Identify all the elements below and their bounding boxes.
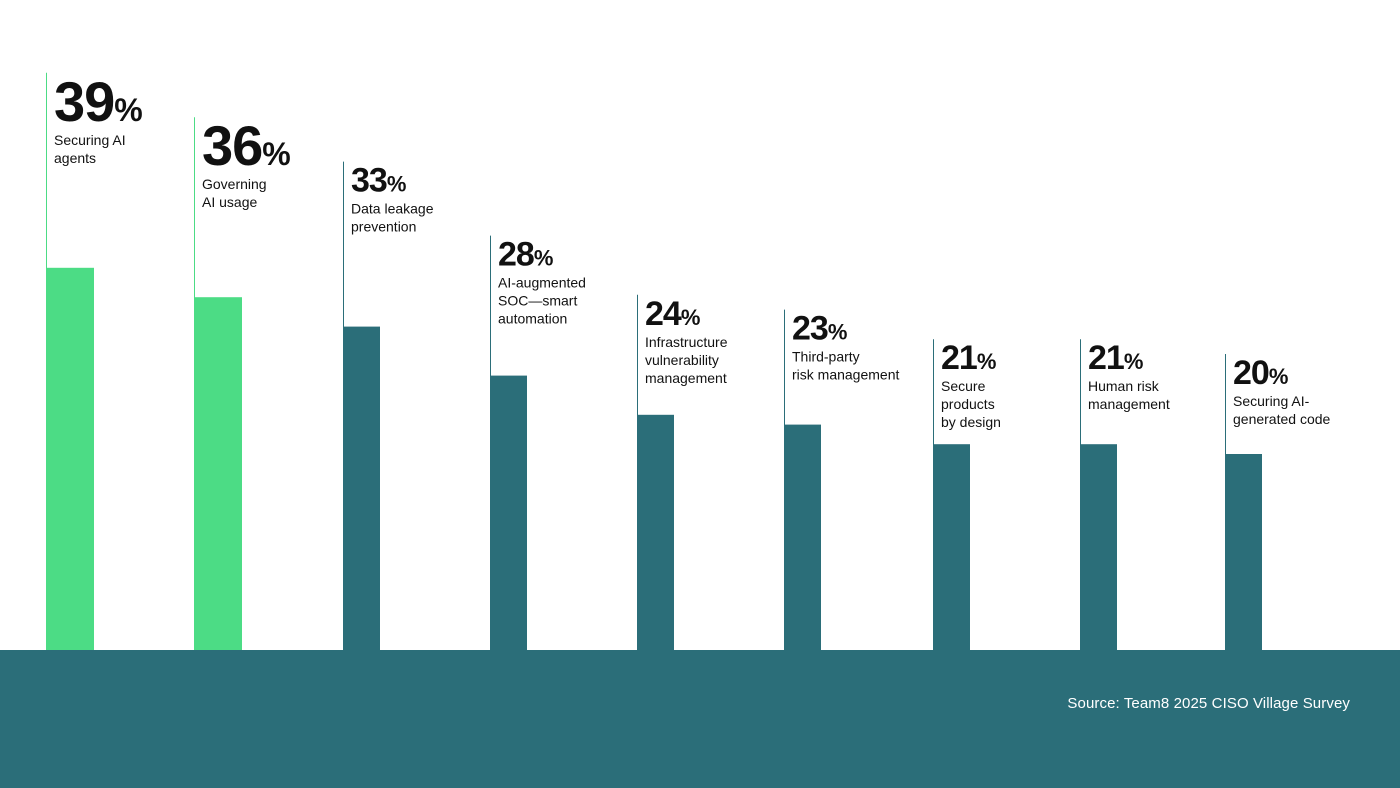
category-label: Human risk [1088,378,1160,394]
category-label: by design [941,414,1001,430]
category-label: generated code [1233,411,1331,427]
footer-band [0,650,1400,788]
bar [194,297,242,651]
category-label: vulnerability [645,352,719,368]
category-label: Securing AI [54,132,126,148]
category-label: management [1088,396,1170,412]
value-label: 33% [351,162,406,200]
category-label: Secure [941,378,986,394]
category-label: management [645,370,727,386]
bar [1080,444,1117,651]
bar [46,267,94,651]
bar [637,414,674,651]
category-label: Governing [202,176,267,192]
source-note: Source: Team8 2025 CISO Village Survey [1067,695,1350,712]
value-label: 24% [645,295,700,333]
value-label: 21% [941,339,996,377]
category-label: automation [498,311,567,327]
bar [933,444,970,651]
value-label: 36% [202,114,291,177]
category-label: prevention [351,219,416,235]
value-label: 23% [792,310,847,348]
category-label: SOC—smart [498,293,577,309]
value-label: 28% [498,236,553,274]
category-label: AI-augmented [498,275,586,291]
value-label: 21% [1088,339,1143,377]
category-label: Infrastructure [645,334,728,350]
value-label: 39% [54,70,143,133]
category-label: Securing AI- [1233,393,1310,409]
bar [490,375,527,651]
bar [784,424,821,651]
value-label: 20% [1233,354,1288,392]
category-label: Data leakage [351,201,434,217]
category-label: agents [54,150,96,166]
category-label: AI usage [202,194,257,210]
category-label: Third-party [792,349,860,365]
bar [1225,454,1262,651]
bar [343,326,380,651]
category-label: risk management [792,367,899,383]
category-label: products [941,396,995,412]
